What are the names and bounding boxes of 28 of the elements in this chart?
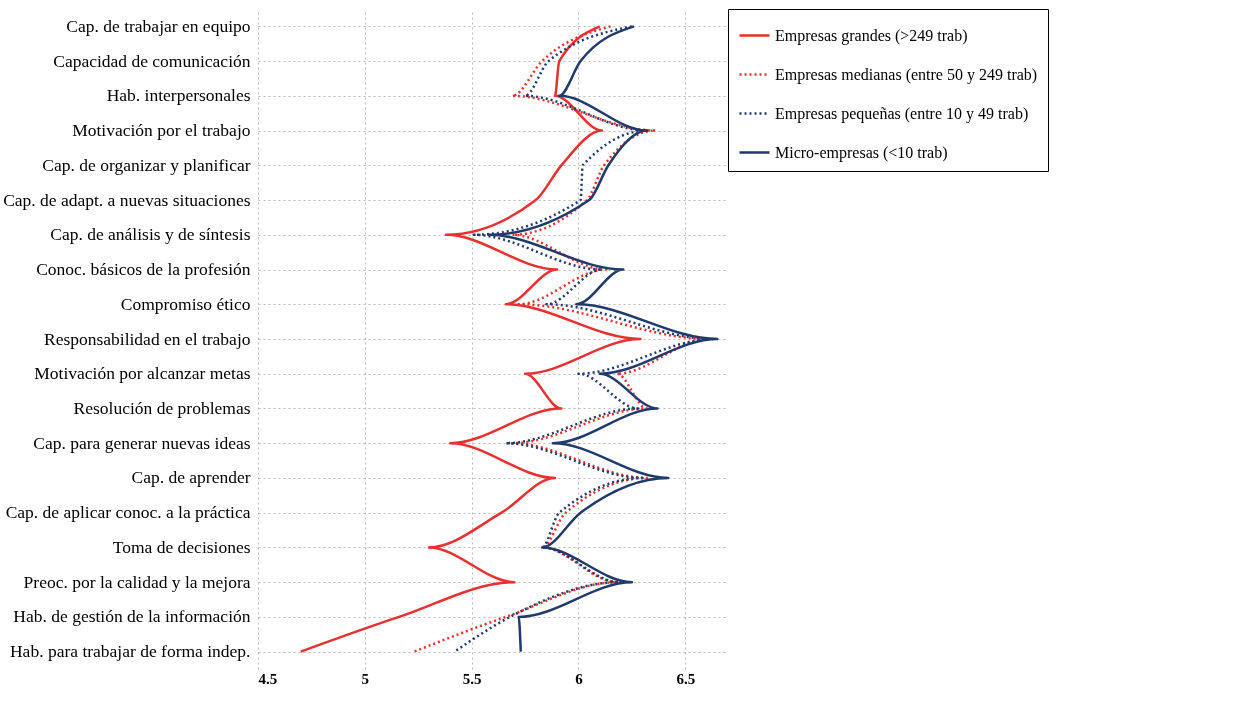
- y-tick-label: Preoc. por la calidad y la mejora: [23, 571, 251, 592]
- y-tick-label: Cap. de análisis y de síntesis: [50, 224, 251, 245]
- x-tick-label: 5: [361, 670, 370, 687]
- y-tick-label: Cap. de adapt. a nuevas situaciones: [3, 189, 251, 210]
- y-tick-label: Motivación por el trabajo: [72, 120, 251, 141]
- x-tick-label: 6: [575, 670, 584, 687]
- y-tick-label: Responsabilidad en el trabajo: [43, 328, 251, 349]
- legend-label: Empresas medianas (entre 50 y 249 trab): [775, 65, 1038, 84]
- y-tick-label: Cap. de organizar y planificar: [42, 154, 251, 175]
- y-tick-label: Capacidad de comunicación: [53, 50, 251, 71]
- y-tick-label: Hab. para trabajar de forma indep.: [9, 641, 251, 662]
- y-tick-label: Hab. de gestión de la información: [13, 606, 251, 627]
- y-tick-label: Resolución de problemas: [73, 397, 251, 418]
- legend-label: Empresas pequeñas (entre 10 y 49 trab): [775, 104, 1029, 123]
- x-tick-label: 6.5: [676, 670, 696, 687]
- y-tick-label: Conoc. básicos de la profesión: [36, 259, 251, 280]
- y-tick-label: Toma de decisiones: [112, 536, 251, 557]
- y-tick-label: Cap. de trabajar en equipo: [66, 15, 251, 36]
- y-tick-label: Compromiso ético: [120, 293, 251, 314]
- y-tick-label: Cap. de aplicar conoc. a la práctica: [5, 502, 251, 523]
- legend-label: Empresas grandes (>249 trab): [775, 26, 968, 45]
- legend-label: Micro-empresas (<10 trab): [775, 143, 948, 162]
- y-tick-label: Motivación por alcanzar metas: [34, 363, 251, 384]
- x-tick-label: 4.5: [258, 670, 278, 687]
- x-tick-label: 5.5: [462, 670, 482, 687]
- y-tick-label: Cap. de aprender: [131, 467, 251, 488]
- y-tick-label: Hab. interpersonales: [106, 85, 251, 106]
- y-tick-label: Cap. para generar nuevas ideas: [33, 432, 251, 453]
